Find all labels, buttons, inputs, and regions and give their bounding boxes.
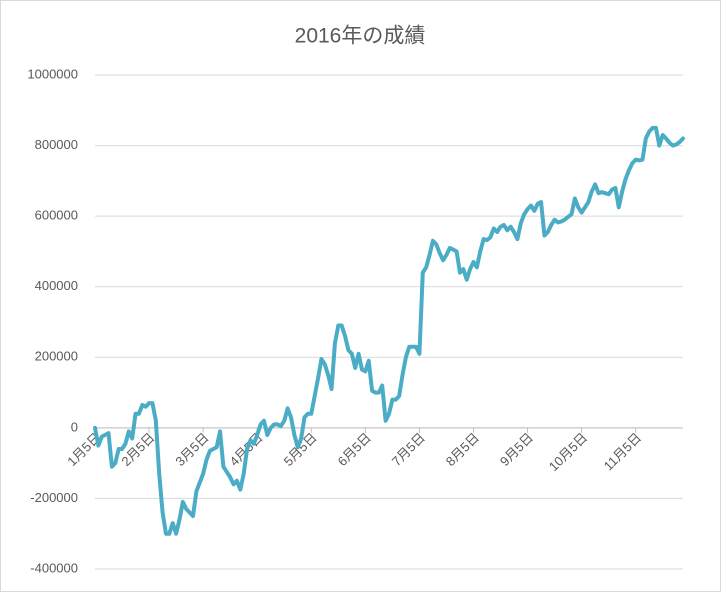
y-tick-label: 1000000 bbox=[27, 66, 78, 81]
y-tick-label: 800000 bbox=[35, 137, 78, 152]
y-tick-label: 200000 bbox=[35, 349, 78, 364]
y-tick-label: 400000 bbox=[35, 278, 78, 293]
y-tick-label: -400000 bbox=[30, 560, 78, 575]
chart-title: 2016年の成績 bbox=[295, 25, 426, 48]
y-tick-label: 0 bbox=[71, 419, 78, 434]
y-tick-label: 600000 bbox=[35, 208, 78, 223]
line-series bbox=[93, 125, 685, 536]
y-tick-label: -200000 bbox=[30, 490, 78, 505]
